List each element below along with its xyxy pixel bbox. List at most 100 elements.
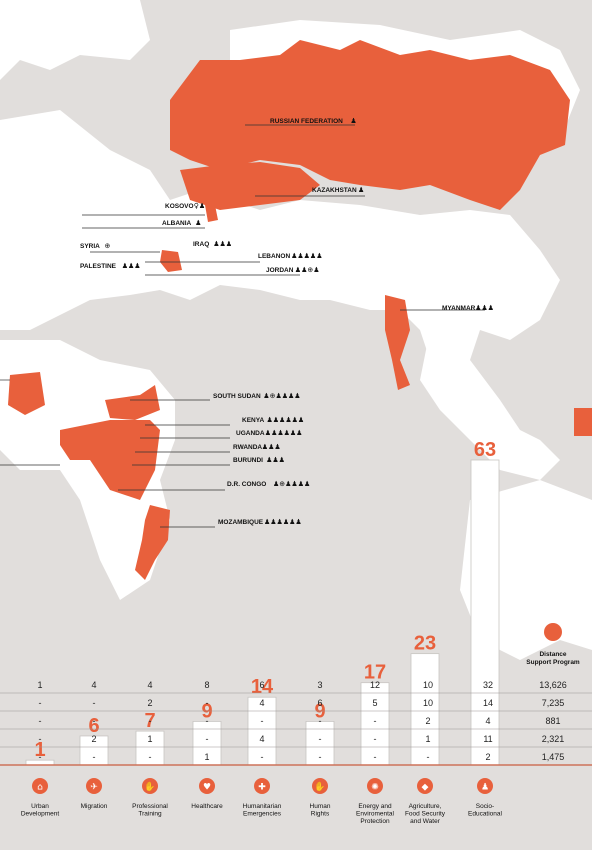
category-label: Human xyxy=(310,803,331,810)
table-cell: 2 xyxy=(91,734,96,744)
project-icons: ♟♟♟♟♟ xyxy=(291,252,322,260)
category-label: Humanitarian xyxy=(243,803,282,810)
data-table: 1 4 4 8 6 3 12 10 32 13,626- -2-4 6 5 10 14 7,235- - - - - -… xyxy=(0,623,592,766)
project-icons: ♀♟ xyxy=(194,202,205,210)
table-cell: - xyxy=(93,752,96,762)
category-icon xyxy=(32,778,48,794)
extra-column-title: Support Program xyxy=(526,659,580,666)
category-label: Food Security xyxy=(405,811,446,818)
table-cell: 1 xyxy=(425,734,430,744)
table-cell: - xyxy=(319,734,322,744)
table-cell: 2 xyxy=(425,716,430,726)
category-label: Training xyxy=(138,811,162,818)
table-cell: 11 xyxy=(483,734,492,744)
project-icons: ♟⊕♟♟♟♟ xyxy=(273,480,310,488)
category-label: Healthcare xyxy=(191,803,223,810)
category-label: and Water xyxy=(410,818,441,825)
category-glyph: ◆ xyxy=(422,783,429,793)
bar xyxy=(410,653,440,766)
bar-value-label: 17 xyxy=(364,662,386,684)
leader-lines xyxy=(0,124,485,528)
table-cell: - xyxy=(39,716,42,726)
table-cell: - xyxy=(206,716,209,726)
bar xyxy=(192,721,222,766)
bar xyxy=(135,730,165,766)
project-icons: ♟ xyxy=(358,186,364,194)
bar-value-label: 63 xyxy=(474,439,496,461)
bar xyxy=(79,735,109,766)
table-cell: - xyxy=(374,716,377,726)
project-icons: ♟♟⊕♟ xyxy=(295,266,320,274)
category-label: Emergencies xyxy=(243,811,282,818)
category-icon xyxy=(142,778,158,794)
category-icon xyxy=(312,778,328,794)
highlighted-countries xyxy=(8,40,592,580)
bar-value-label: 9 xyxy=(314,700,325,722)
table-cell: 10 xyxy=(423,680,433,690)
table-cell: 3 xyxy=(317,680,322,690)
table-cell: - xyxy=(374,752,377,762)
table-cell: - xyxy=(206,734,209,744)
table-cell: - xyxy=(374,734,377,744)
category-label: Development xyxy=(21,811,59,818)
project-icons: ⊕ xyxy=(105,242,111,250)
accent-tab xyxy=(574,408,592,436)
table-cell: 12 xyxy=(370,680,380,690)
category-label: Rights xyxy=(311,811,330,818)
table-cell: - xyxy=(93,716,96,726)
table-cell: 4 xyxy=(259,734,264,744)
category-label: Agriculture, xyxy=(409,803,442,810)
bar xyxy=(470,459,500,766)
country-label: JORDAN xyxy=(266,267,294,274)
table-cell: 14 xyxy=(483,698,493,708)
country-label: IRAQ xyxy=(193,241,209,248)
table-cell: - xyxy=(149,752,152,762)
table-cell: - xyxy=(261,752,264,762)
kazakhstan-shape xyxy=(180,162,320,210)
extra-column-title: Distance xyxy=(539,651,566,658)
table-cell: - xyxy=(93,698,96,708)
table-cell: 8 xyxy=(204,680,209,690)
project-icons: ♟♟♟♟♟♟ xyxy=(267,416,305,424)
country-label: KAZAKHSTAN xyxy=(312,187,357,194)
kosovo-albania-shape xyxy=(205,205,218,222)
russia-shape xyxy=(170,40,570,210)
category-icon xyxy=(254,778,270,794)
country-label: ALBANIA xyxy=(162,220,192,227)
category-glyph: ✺ xyxy=(371,783,379,793)
map-labels: RUSSIAN FEDERATION ♟KAZAKHSTAN ♟KOSOVO ♀♟AL… xyxy=(80,117,494,526)
bar-value-label: 1 xyxy=(34,739,45,761)
table-cell: 10 xyxy=(423,698,433,708)
country-label: UGANDA xyxy=(236,430,265,437)
table-cell: - xyxy=(427,752,430,762)
table-cell: 4 xyxy=(91,680,96,690)
project-icons: ♟ xyxy=(195,219,201,227)
project-icons: ♟♟♟ xyxy=(262,443,281,451)
category-label: Educational xyxy=(468,811,503,818)
table-cell: 6 xyxy=(317,698,322,708)
west-africa-shape xyxy=(8,372,45,415)
table-cell: - xyxy=(39,752,42,762)
bar-value-label: 9 xyxy=(201,700,212,722)
category-label: Protection xyxy=(360,818,390,825)
table-cell: 881 xyxy=(545,716,560,726)
project-icons: ♟♟♟♟♟♟ xyxy=(264,518,302,526)
country-label: SOUTH SUDAN xyxy=(213,393,261,400)
country-label: PALESTINE xyxy=(80,263,117,270)
table-cell: 6 xyxy=(259,680,264,690)
category-icon xyxy=(417,778,433,794)
table-cell: - xyxy=(206,698,209,708)
project-icons: ♟⊕♟♟♟♟ xyxy=(263,392,300,400)
table-cell: 1 xyxy=(37,680,42,690)
myanmar-shape xyxy=(385,295,410,390)
table-cell: 5 xyxy=(372,698,377,708)
table-cell: - xyxy=(261,716,264,726)
table-cell: 1 xyxy=(204,752,209,762)
table-cell: 1,475 xyxy=(542,752,565,762)
project-icons: ♟♟♟♟♟♟ xyxy=(265,429,303,437)
category-icon xyxy=(367,778,383,794)
category-label: Urban xyxy=(31,803,49,810)
project-icons: ♟ xyxy=(350,117,356,125)
category-label: Energy and xyxy=(358,803,392,810)
